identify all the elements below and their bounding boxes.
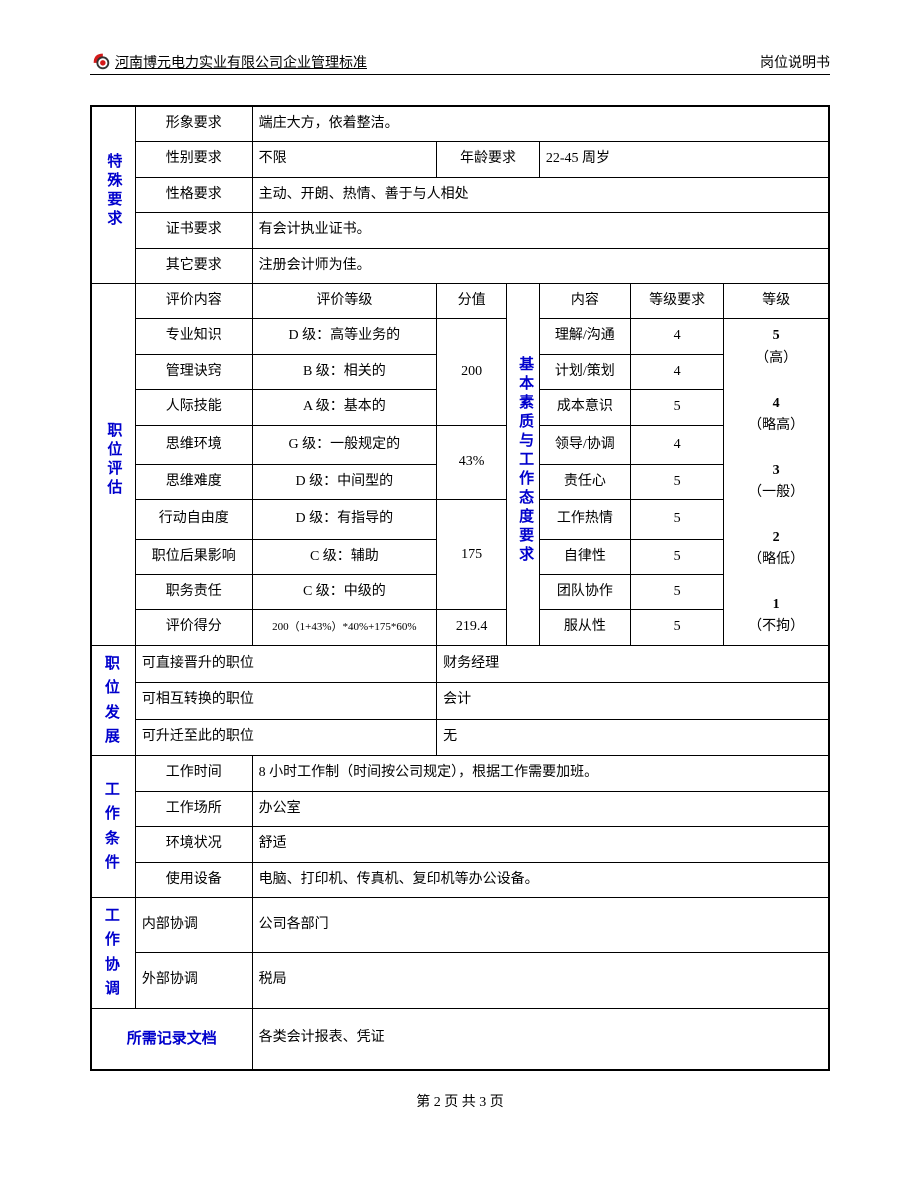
eval-total-formula: 200（1+43%）*40%+175*60% (252, 610, 436, 645)
section-evaluation: 职位评估 (91, 283, 135, 645)
quality-scale: 5（高） 4（略高） 3（一般） 2（略低） 1（不拘） (724, 319, 829, 645)
eval-score3: 175 (437, 500, 507, 610)
devel-swap-label: 可相互转换的职位 (135, 682, 436, 719)
eval-r6-c: 职位后果影响 (135, 539, 252, 574)
label-personality: 性格要求 (135, 177, 252, 212)
devel-down-value: 无 (437, 719, 829, 756)
eval-col-content: 评价内容 (135, 283, 252, 318)
qual-col-req: 等级要求 (630, 283, 723, 318)
eval-r3-l: G 级：一般规定的 (252, 425, 436, 464)
qual-r3-r: 4 (630, 425, 723, 464)
qual-r5-c: 工作热情 (539, 500, 630, 539)
value-personality: 主动、开朗、热情、善于与人相处 (252, 177, 829, 212)
eval-col-score: 分值 (437, 283, 507, 318)
value-gender: 不限 (252, 142, 436, 177)
coord-external-label: 外部协调 (135, 953, 252, 1008)
label-image: 形象要求 (135, 106, 252, 142)
devel-down-label: 可升迁至此的职位 (135, 719, 436, 756)
qual-r8-c: 服从性 (539, 610, 630, 645)
value-age: 22-45 周岁 (539, 142, 829, 177)
devel-promote-value: 财务经理 (437, 645, 829, 682)
eval-r0-l: D 级：高等业务的 (252, 319, 436, 354)
coord-internal-label: 内部协调 (135, 897, 252, 952)
eval-r6-l: C 级：辅助 (252, 539, 436, 574)
company-logo-icon (90, 50, 112, 72)
label-gender: 性别要求 (135, 142, 252, 177)
eval-r1-c: 管理诀窍 (135, 354, 252, 389)
qual-r3-c: 领导/协调 (539, 425, 630, 464)
eval-r7-c: 职务责任 (135, 575, 252, 610)
qual-col-level: 等级 (724, 283, 829, 318)
spec-table: 特殊要求 形象要求 端庄大方，依着整洁。 性别要求 不限 年龄要求 22-45 … (90, 105, 830, 1071)
coord-external-value: 税局 (252, 953, 829, 1008)
section-quality: 基本素质与工作态度要求 (507, 283, 540, 645)
qual-r6-c: 自律性 (539, 539, 630, 574)
eval-total-value: 219.4 (437, 610, 507, 645)
qual-col-content: 内容 (539, 283, 630, 318)
eval-r5-l: D 级：有指导的 (252, 500, 436, 539)
eval-r4-c: 思维难度 (135, 464, 252, 499)
cond-equip-label: 使用设备 (135, 862, 252, 897)
eval-r4-l: D 级：中间型的 (252, 464, 436, 499)
devel-swap-value: 会计 (437, 682, 829, 719)
eval-r2-l: A 级：基本的 (252, 390, 436, 425)
header-company: 河南博元电力实业有限公司企业管理标准 (115, 52, 367, 72)
eval-score2: 43% (437, 425, 507, 500)
value-other: 注册会计师为佳。 (252, 248, 829, 283)
qual-r6-r: 5 (630, 539, 723, 574)
cond-equip-value: 电脑、打印机、传真机、复印机等办公设备。 (252, 862, 829, 897)
page-header: 河南博元电力实业有限公司企业管理标准 岗位说明书 (90, 50, 830, 75)
eval-col-level: 评价等级 (252, 283, 436, 318)
eval-r1-l: B 级：相关的 (252, 354, 436, 389)
header-left: 河南博元电力实业有限公司企业管理标准 (90, 50, 367, 72)
section-condition: 工作条件 (91, 756, 135, 898)
document-page: 河南博元电力实业有限公司企业管理标准 岗位说明书 特殊要求 形象要求 端庄大方，… (0, 0, 920, 1141)
value-cert: 有会计执业证书。 (252, 213, 829, 248)
eval-r5-c: 行动自由度 (135, 500, 252, 539)
eval-r2-c: 人际技能 (135, 390, 252, 425)
qual-r4-r: 5 (630, 464, 723, 499)
label-cert: 证书要求 (135, 213, 252, 248)
qual-r2-r: 5 (630, 390, 723, 425)
qual-r4-c: 责任心 (539, 464, 630, 499)
eval-r7-l: C 级：中级的 (252, 575, 436, 610)
docs-value: 各类会计报表、凭证 (252, 1008, 829, 1070)
header-doctype: 岗位说明书 (760, 52, 830, 72)
section-special: 特殊要求 (91, 106, 135, 283)
cond-env-value: 舒适 (252, 827, 829, 862)
section-coord: 工作协调 (91, 897, 135, 1008)
value-image: 端庄大方，依着整洁。 (252, 106, 829, 142)
label-other: 其它要求 (135, 248, 252, 283)
page-footer: 第 2 页 共 3 页 (90, 1091, 830, 1111)
qual-r5-r: 5 (630, 500, 723, 539)
label-age: 年龄要求 (437, 142, 540, 177)
qual-r7-c: 团队协作 (539, 575, 630, 610)
qual-r1-r: 4 (630, 354, 723, 389)
qual-r8-r: 5 (630, 610, 723, 645)
cond-place-label: 工作场所 (135, 791, 252, 826)
coord-internal-value: 公司各部门 (252, 897, 829, 952)
cond-time-label: 工作时间 (135, 756, 252, 791)
cond-env-label: 环境状况 (135, 827, 252, 862)
eval-score1: 200 (437, 319, 507, 425)
qual-r0-r: 4 (630, 319, 723, 354)
devel-promote-label: 可直接晋升的职位 (135, 645, 436, 682)
qual-r2-c: 成本意识 (539, 390, 630, 425)
qual-r1-c: 计划/策划 (539, 354, 630, 389)
qual-r0-c: 理解/沟通 (539, 319, 630, 354)
eval-r0-c: 专业知识 (135, 319, 252, 354)
cond-place-value: 办公室 (252, 791, 829, 826)
eval-r3-c: 思维环境 (135, 425, 252, 464)
qual-r7-r: 5 (630, 575, 723, 610)
cond-time-value: 8 小时工作制（时间按公司规定），根据工作需要加班。 (252, 756, 829, 791)
eval-total-label: 评价得分 (135, 610, 252, 645)
section-devel: 职位发展 (91, 645, 135, 756)
docs-label: 所需记录文档 (91, 1008, 252, 1070)
